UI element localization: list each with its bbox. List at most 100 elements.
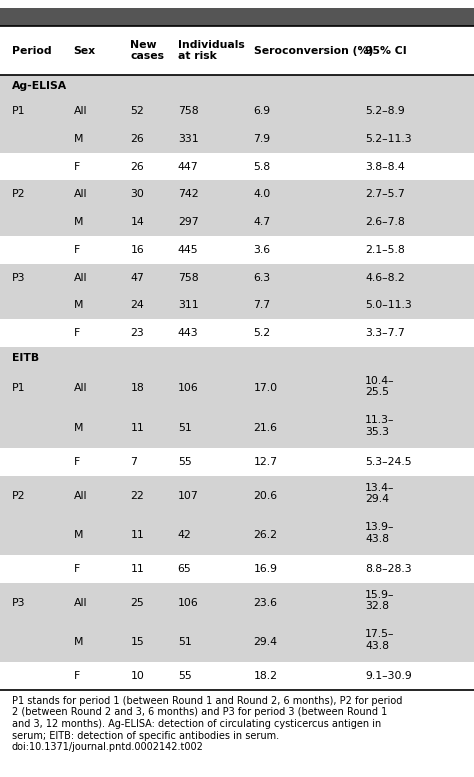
Bar bbox=[0, 515, 474, 555]
Bar bbox=[0, 622, 474, 662]
Text: 5.3–24.5: 5.3–24.5 bbox=[365, 457, 411, 467]
Text: 7.7: 7.7 bbox=[254, 300, 271, 310]
Text: 22: 22 bbox=[130, 490, 144, 500]
Text: M: M bbox=[73, 300, 83, 310]
Text: P3: P3 bbox=[12, 273, 25, 283]
Text: 5.2–11.3: 5.2–11.3 bbox=[365, 134, 411, 144]
Bar bbox=[0, 8, 474, 26]
Text: 5.2–8.9: 5.2–8.9 bbox=[365, 106, 405, 116]
Text: 17.5–
43.8: 17.5– 43.8 bbox=[365, 629, 394, 651]
Text: 51: 51 bbox=[178, 423, 191, 433]
Text: 17.0: 17.0 bbox=[254, 384, 278, 393]
Text: 8.8–28.3: 8.8–28.3 bbox=[365, 564, 411, 574]
Text: 742: 742 bbox=[178, 190, 199, 199]
Bar bbox=[0, 236, 474, 263]
Text: 7: 7 bbox=[130, 457, 137, 467]
Bar bbox=[0, 208, 474, 236]
Text: 5.0–11.3: 5.0–11.3 bbox=[365, 300, 412, 310]
Text: 23: 23 bbox=[130, 328, 144, 338]
Text: F: F bbox=[73, 328, 80, 338]
Text: 52: 52 bbox=[130, 106, 144, 116]
Text: P1: P1 bbox=[12, 106, 25, 116]
Text: P3: P3 bbox=[12, 598, 25, 608]
Text: 12.7: 12.7 bbox=[254, 457, 278, 467]
Text: F: F bbox=[73, 162, 80, 172]
Text: Seroconversion (%): Seroconversion (%) bbox=[254, 46, 373, 56]
Text: 21.6: 21.6 bbox=[254, 423, 278, 433]
Text: 3.6: 3.6 bbox=[254, 245, 271, 255]
Bar bbox=[0, 180, 474, 208]
Text: 20.6: 20.6 bbox=[254, 490, 278, 500]
Bar bbox=[0, 583, 474, 622]
Text: 13.9–
43.8: 13.9– 43.8 bbox=[365, 522, 394, 544]
Bar bbox=[0, 662, 474, 690]
Text: 3.3–7.7: 3.3–7.7 bbox=[365, 328, 405, 338]
Text: 107: 107 bbox=[178, 490, 199, 500]
Text: 55: 55 bbox=[178, 457, 191, 467]
Text: M: M bbox=[73, 423, 83, 433]
Text: 10.4–
25.5: 10.4– 25.5 bbox=[365, 376, 394, 397]
Text: 447: 447 bbox=[178, 162, 199, 172]
Text: 16: 16 bbox=[130, 245, 144, 255]
Bar bbox=[0, 347, 474, 368]
Text: 4.0: 4.0 bbox=[254, 190, 271, 199]
Text: 47: 47 bbox=[130, 273, 144, 283]
Bar bbox=[0, 319, 474, 347]
Text: P2: P2 bbox=[12, 190, 25, 199]
Text: 3.8–8.4: 3.8–8.4 bbox=[365, 162, 405, 172]
Bar bbox=[0, 409, 474, 448]
Bar bbox=[0, 26, 474, 75]
Text: 106: 106 bbox=[178, 384, 199, 393]
Text: 6.9: 6.9 bbox=[254, 106, 271, 116]
Text: 30: 30 bbox=[130, 190, 144, 199]
Text: 42: 42 bbox=[178, 530, 191, 540]
Text: 13.4–
29.4: 13.4– 29.4 bbox=[365, 483, 394, 504]
Text: P1: P1 bbox=[12, 384, 25, 393]
Text: P1 stands for period 1 (between Round 1 and Round 2, 6 months), P2 for period
2 : P1 stands for period 1 (between Round 1 … bbox=[12, 695, 402, 752]
Text: 18.2: 18.2 bbox=[254, 671, 278, 681]
Bar bbox=[0, 75, 474, 97]
Bar bbox=[0, 263, 474, 291]
Text: 331: 331 bbox=[178, 134, 199, 144]
Text: 2.1–5.8: 2.1–5.8 bbox=[365, 245, 405, 255]
Text: 297: 297 bbox=[178, 217, 199, 227]
Text: 11.3–
35.3: 11.3– 35.3 bbox=[365, 416, 394, 437]
Text: All: All bbox=[73, 106, 87, 116]
Text: 2.6–7.8: 2.6–7.8 bbox=[365, 217, 405, 227]
Text: 106: 106 bbox=[178, 598, 199, 608]
Text: All: All bbox=[73, 490, 87, 500]
Text: Ag-ELISA: Ag-ELISA bbox=[12, 82, 67, 91]
Bar bbox=[0, 125, 474, 152]
Text: All: All bbox=[73, 598, 87, 608]
Text: 95% CI: 95% CI bbox=[365, 46, 407, 56]
Bar bbox=[0, 291, 474, 319]
Text: 11: 11 bbox=[130, 564, 144, 574]
Text: 2.7–5.7: 2.7–5.7 bbox=[365, 190, 405, 199]
Text: All: All bbox=[73, 384, 87, 393]
Text: 26: 26 bbox=[130, 162, 144, 172]
Text: 758: 758 bbox=[178, 273, 199, 283]
Text: 311: 311 bbox=[178, 300, 199, 310]
Text: New
cases: New cases bbox=[130, 40, 164, 61]
Text: 24: 24 bbox=[130, 300, 144, 310]
Text: 26.2: 26.2 bbox=[254, 530, 278, 540]
Text: M: M bbox=[73, 217, 83, 227]
Text: 9.1–30.9: 9.1–30.9 bbox=[365, 671, 412, 681]
Text: F: F bbox=[73, 457, 80, 467]
Text: 51: 51 bbox=[178, 637, 191, 647]
Text: 445: 445 bbox=[178, 245, 199, 255]
Text: EITB: EITB bbox=[12, 353, 39, 363]
Bar bbox=[0, 448, 474, 476]
Text: F: F bbox=[73, 671, 80, 681]
Text: 15: 15 bbox=[130, 637, 144, 647]
Text: Period: Period bbox=[12, 46, 52, 56]
Bar bbox=[0, 476, 474, 515]
Text: M: M bbox=[73, 530, 83, 540]
Bar bbox=[0, 555, 474, 583]
Text: 7.9: 7.9 bbox=[254, 134, 271, 144]
Text: 6.3: 6.3 bbox=[254, 273, 271, 283]
Bar bbox=[0, 368, 474, 409]
Text: 18: 18 bbox=[130, 384, 144, 393]
Text: 25: 25 bbox=[130, 598, 144, 608]
Text: F: F bbox=[73, 245, 80, 255]
